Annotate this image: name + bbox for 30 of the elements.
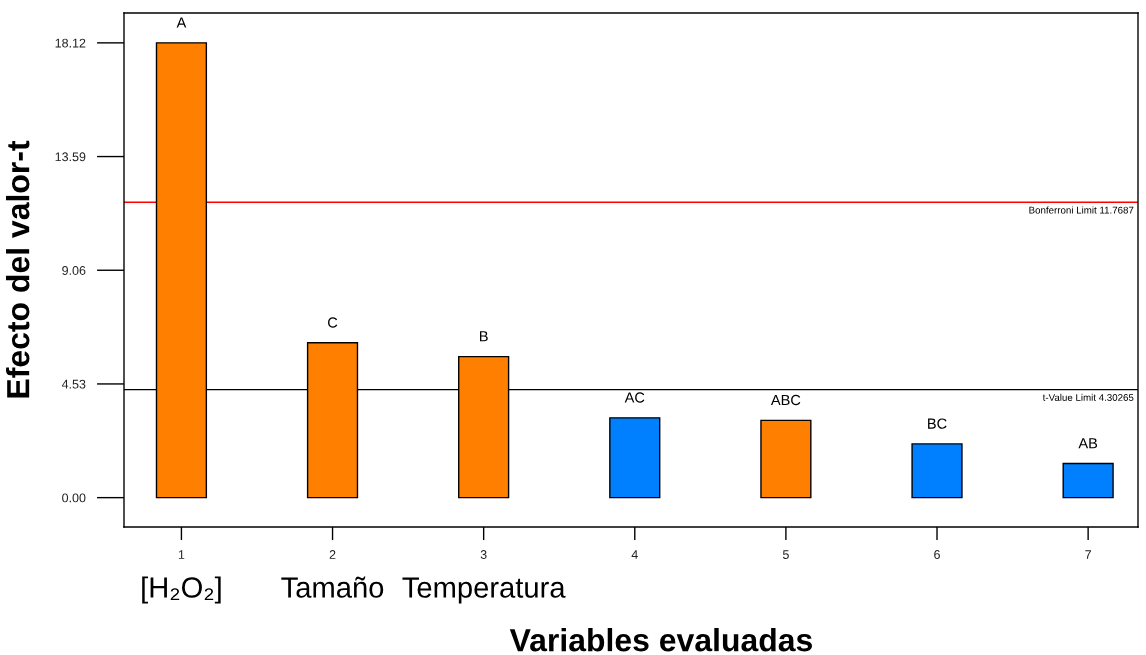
text: Tamaño — [281, 576, 384, 598]
ref-line-label: t-Value Limit 4.30265 — [1042, 393, 1134, 401]
y-tick-label: 13.59 — [55, 152, 86, 162]
x-tick-label: 1 — [178, 550, 185, 559]
bar — [1062, 462, 1114, 499]
text: [H₂O₂] — [142, 576, 221, 604]
y-tick-label: 9.06 — [62, 266, 86, 275]
x-tick-label: 6 — [934, 550, 940, 559]
x-tick-label: 4 — [631, 550, 638, 559]
annotation: AC — [624, 392, 645, 403]
annotation: B — [479, 331, 488, 342]
annotation: ABC — [770, 394, 801, 406]
y-axis-title: Efecto del valor-t — [6, 140, 30, 398]
y-tick-label: 0.00 — [62, 493, 86, 503]
x-tick-label: 5 — [782, 550, 789, 559]
text: Temperatura — [402, 577, 566, 604]
bar — [760, 419, 812, 499]
annotation: A — [176, 17, 187, 28]
y-tick-label: 4.53 — [61, 379, 86, 389]
annotation: BC — [928, 418, 947, 429]
x-axis-title: Variables evaluadas — [509, 628, 812, 652]
x-tick-label: 3 — [480, 550, 487, 559]
annotation: C — [328, 317, 338, 328]
x-tick-label: 2 — [329, 550, 336, 559]
y-tick-label: 18.12 — [55, 38, 86, 48]
ref-line-label: Bonferroni Limit 11.7687 — [1029, 206, 1134, 214]
annotation: AB — [1078, 438, 1098, 449]
bar — [911, 443, 963, 499]
bar — [609, 417, 661, 499]
x-tick-label: 7 — [1085, 550, 1091, 559]
